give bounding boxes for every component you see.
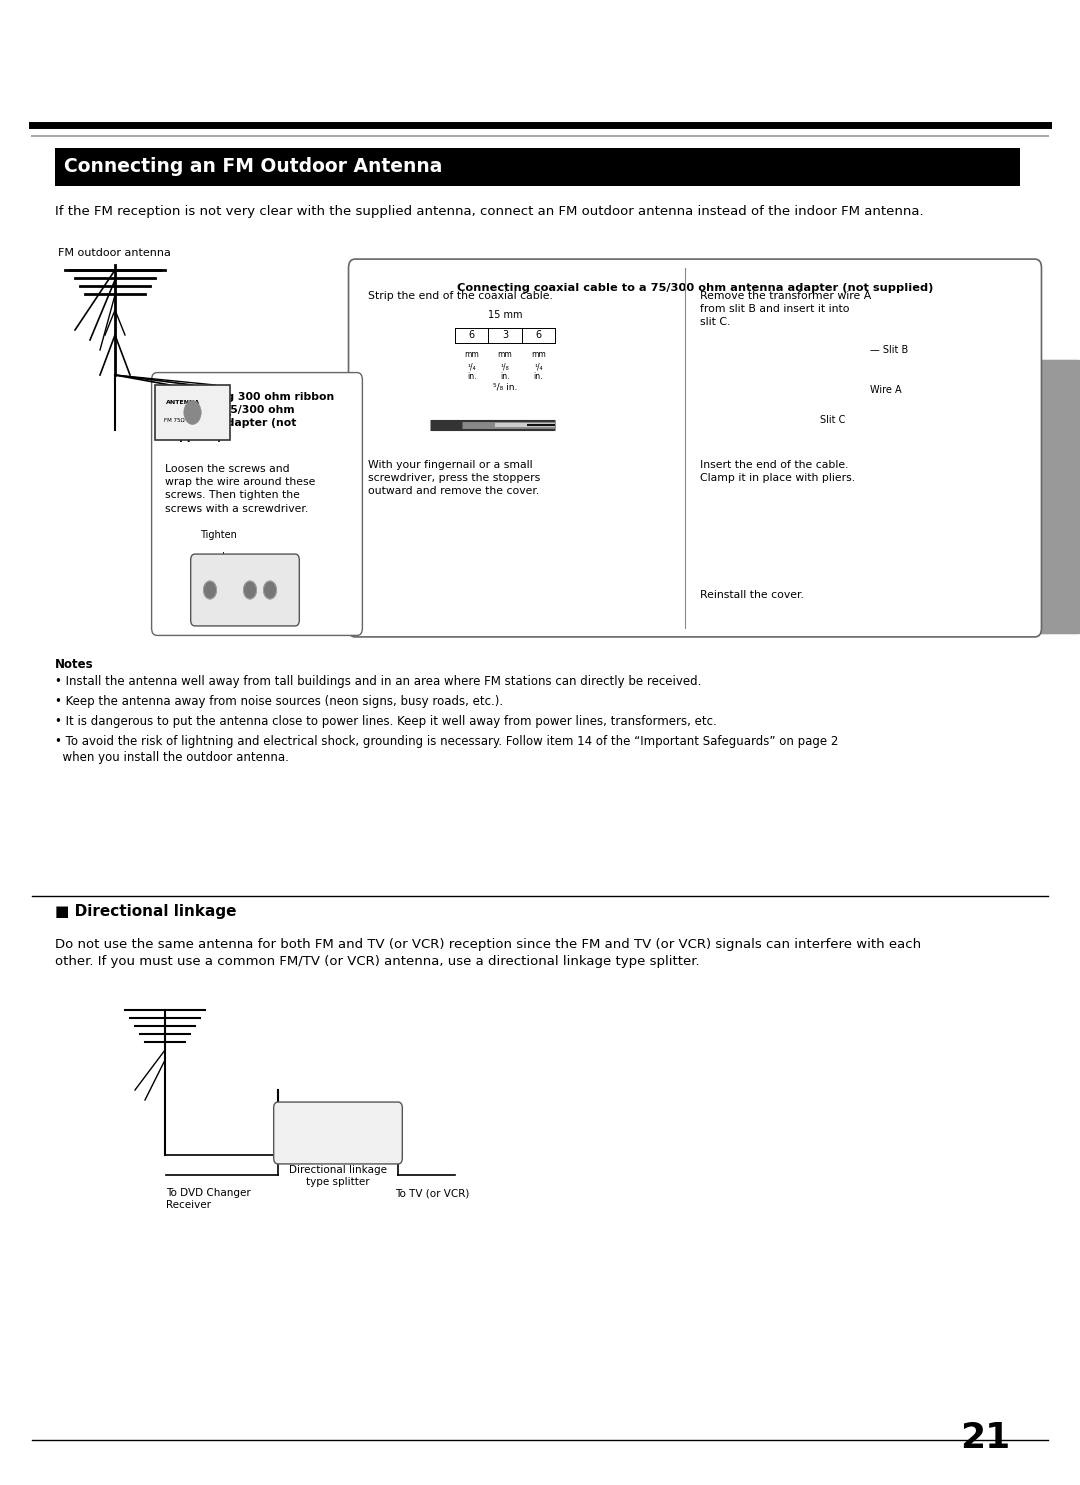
Circle shape [243, 581, 256, 598]
Text: Loosen: Loosen [222, 552, 257, 561]
Text: Strip the end of the coaxial cable.: Strip the end of the coaxial cable. [368, 291, 553, 301]
Text: Remove the transformer wire A
from slit B and insert it into
slit C.: Remove the transformer wire A from slit … [700, 291, 872, 327]
Text: 15 mm: 15 mm [488, 310, 523, 319]
FancyBboxPatch shape [1018, 359, 1080, 634]
Circle shape [203, 581, 216, 598]
Text: If the FM reception is not very clear with the supplied antenna, connect an FM o: If the FM reception is not very clear wi… [55, 205, 923, 218]
Text: 21: 21 [960, 1421, 1010, 1455]
Circle shape [184, 401, 201, 425]
Text: Slit C: Slit C [820, 414, 846, 425]
Text: FM 75Ω: FM 75Ω [164, 417, 185, 423]
Text: in.: in. [500, 373, 510, 382]
Text: Connecting an FM Outdoor Antenna: Connecting an FM Outdoor Antenna [64, 157, 442, 177]
Text: Loosen the screws and
wrap the wire around these
screws. Then tighten the
screws: Loosen the screws and wrap the wire arou… [165, 463, 315, 514]
Text: in.: in. [467, 373, 476, 382]
Text: ANTENNA: ANTENNA [166, 399, 200, 405]
Text: 6: 6 [469, 331, 475, 340]
Text: mm: mm [531, 350, 545, 359]
Text: Tighten: Tighten [200, 530, 237, 541]
Text: ¹/₄: ¹/₄ [468, 362, 476, 371]
FancyBboxPatch shape [191, 554, 299, 627]
FancyBboxPatch shape [55, 148, 1020, 186]
Text: 3: 3 [502, 331, 508, 340]
Text: Do not use the same antenna for both FM and TV (or VCR) reception since the FM a: Do not use the same antenna for both FM … [55, 939, 921, 968]
Text: Connecting 300 ohm ribbon
wire to a 75/300 ohm
antenna adapter (not
supplied): Connecting 300 ohm ribbon wire to a 75/3… [165, 392, 334, 441]
Text: Reinstall the cover.: Reinstall the cover. [700, 590, 804, 600]
FancyBboxPatch shape [156, 385, 230, 440]
Text: Connecting coaxial cable to a 75/300 ohm antenna adapter (not supplied): Connecting coaxial cable to a 75/300 ohm… [457, 284, 933, 293]
Text: mm: mm [498, 350, 512, 359]
FancyBboxPatch shape [349, 258, 1041, 637]
Text: To TV (or VCR): To TV (or VCR) [395, 1188, 470, 1198]
Text: in.: in. [534, 373, 543, 382]
Text: ¹/₄: ¹/₄ [534, 362, 542, 371]
Text: Notes: Notes [55, 658, 94, 671]
Text: With your fingernail or a small
screwdriver, press the stoppers
outward and remo: With your fingernail or a small screwdri… [368, 460, 540, 496]
Text: Insert the end of the cable.
Clamp it in place with pliers.: Insert the end of the cable. Clamp it in… [700, 460, 855, 483]
Circle shape [264, 581, 276, 598]
Text: • Keep the antenna away from noise sources (neon signs, busy roads, etc.).: • Keep the antenna away from noise sourc… [55, 695, 503, 708]
Text: ■ Directional linkage: ■ Directional linkage [55, 904, 237, 919]
Text: • It is dangerous to put the antenna close to power lines. Keep it well away fro: • It is dangerous to put the antenna clo… [55, 714, 717, 728]
Text: • Install the antenna well away from tall buildings and in an area where FM stat: • Install the antenna well away from tal… [55, 676, 701, 688]
Text: FM outdoor antenna: FM outdoor antenna [58, 248, 171, 258]
Text: ⁵/₈ in.: ⁵/₈ in. [492, 382, 517, 391]
Text: To DVD Changer
Receiver: To DVD Changer Receiver [166, 1188, 251, 1210]
FancyBboxPatch shape [151, 373, 363, 636]
Text: — Slit B: — Slit B [870, 345, 908, 355]
Text: • To avoid the risk of lightning and electrical shock, grounding is necessary. F: • To avoid the risk of lightning and ele… [55, 735, 838, 763]
Text: Wire A: Wire A [870, 385, 902, 395]
Text: ¹/₈: ¹/₈ [501, 362, 510, 371]
Text: mm: mm [464, 350, 480, 359]
FancyBboxPatch shape [273, 1102, 403, 1164]
Text: 6: 6 [536, 331, 541, 340]
Text: Directional linkage
type splitter: Directional linkage type splitter [289, 1166, 387, 1188]
